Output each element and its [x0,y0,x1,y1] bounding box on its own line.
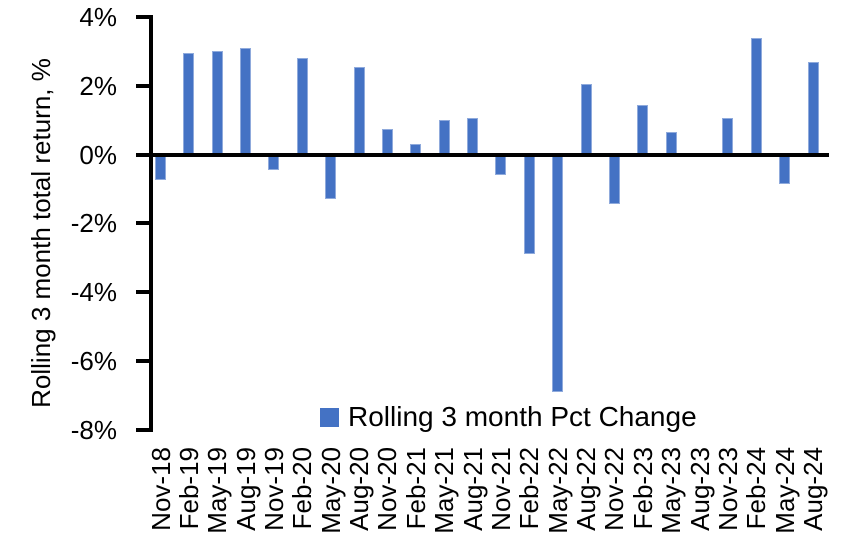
bar-May-24 [779,154,791,184]
x-tick-label-Aug-20: Aug-20 [344,447,375,531]
x-tick-label-Nov-19: Nov-19 [258,447,289,531]
y-tick-label-4%: 4% [79,2,117,32]
y-tick-mark--6% [136,358,150,363]
bar-May-23 [665,132,677,155]
y-tick-label--4%: -4% [70,277,117,307]
x-axis-zero-line [149,152,829,157]
x-tick-label-Feb-24: Feb-24 [741,447,772,530]
x-tick-label-Aug-21: Aug-21 [457,447,488,531]
bar-May-22 [552,154,564,392]
bar-Aug-20 [353,66,365,155]
legend: Rolling 3 month Pct Change [320,402,697,432]
x-tick-label-Feb-23: Feb-23 [627,447,658,530]
bar-Aug-19 [240,47,252,155]
y-tick-mark-2% [136,83,150,88]
x-tick-label-Nov-21: Nov-21 [485,447,516,531]
x-tick-label-Aug-23: Aug-23 [684,447,715,531]
x-tick-label-Aug-22: Aug-22 [571,447,602,531]
x-tick-label-Aug-19: Aug-19 [230,447,261,531]
bar-Nov-18 [155,154,166,181]
x-tick-label-Aug-24: Aug-24 [798,447,828,531]
bar-Nov-22 [608,154,620,205]
bar-Nov-23 [722,118,734,155]
x-tick-label-Feb-22: Feb-22 [514,447,545,530]
x-tick-label-Feb-19: Feb-19 [173,447,204,530]
bar-Feb-23 [637,104,649,155]
legend-color-swatch-icon [320,407,339,427]
bar-Feb-22 [523,154,535,255]
x-tick-label-May-19: May-19 [202,447,233,534]
bar-Nov-20 [381,128,393,155]
x-tick-label-Nov-23: Nov-23 [712,447,743,531]
bar-May-20 [325,154,337,200]
y-tick-label--2%: -2% [70,208,117,239]
x-tick-label-May-22: May-22 [542,447,573,534]
y-tick-mark-4% [136,15,150,19]
bar-Aug-24 [807,61,819,155]
y-tick-label--6%: -6% [70,345,117,376]
x-tick-label-May-23: May-23 [656,447,687,534]
bar-Aug-22 [580,84,592,155]
bar-Feb-24 [750,37,762,155]
x-tick-label-Nov-20: Nov-20 [372,447,403,531]
bar-Nov-21 [495,154,507,176]
y-tick-mark--2% [136,221,150,226]
x-tick-label-Nov-22: Nov-22 [599,447,630,531]
bar-Feb-20 [296,58,308,155]
y-tick-mark--4% [136,290,150,294]
y-tick-label--8%: -8% [70,414,117,445]
bar-Nov-19 [268,154,280,170]
bar-May-19 [211,51,223,155]
y-tick-label-0%: 0% [79,139,117,170]
legend-label: Rolling 3 month Pct Change [348,401,697,432]
x-tick-label-Nov-18: Nov-18 [145,447,176,531]
x-tick-label-Feb-21: Feb-21 [400,447,431,530]
y-tick-mark--8% [136,427,150,432]
x-tick-label-Feb-20: Feb-20 [287,447,318,530]
bar-Feb-19 [183,53,195,155]
x-tick-label-May-24: May-24 [769,447,800,534]
bar-Aug-21 [467,118,479,155]
y-tick-label-2%: 2% [79,70,117,101]
y-axis-spine [149,15,153,432]
x-tick-label-May-20: May-20 [315,447,346,534]
bar-May-21 [438,120,450,155]
x-tick-label-May-21: May-21 [429,447,460,534]
y-tick-mark-0% [136,152,150,157]
